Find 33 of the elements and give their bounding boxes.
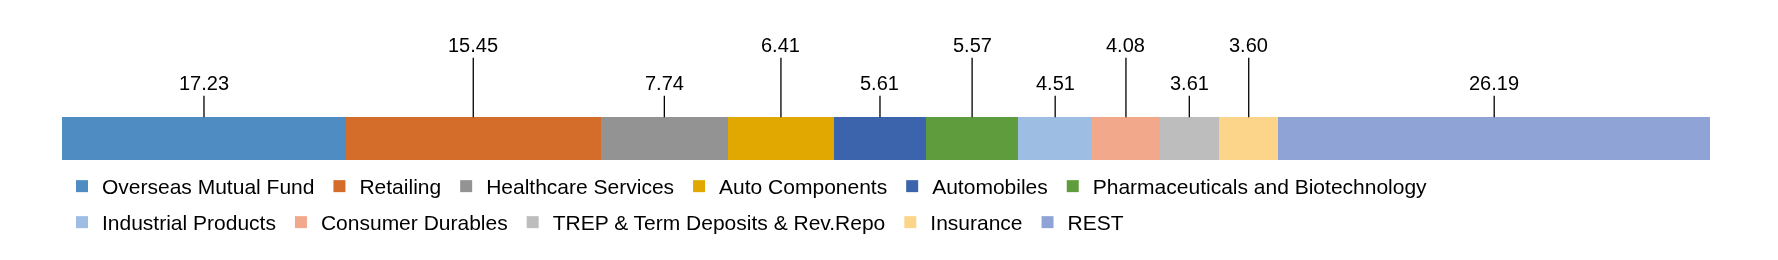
legend-label: Automobiles xyxy=(932,175,1048,199)
data-label: 17.23 xyxy=(179,72,230,94)
data-label: 7.74 xyxy=(645,72,684,94)
legend-label: Auto Components xyxy=(719,175,888,199)
legend-label: Pharmaceuticals and Biotechnology xyxy=(1092,175,1428,199)
bar xyxy=(346,117,601,160)
legend-label: Industrial Products xyxy=(102,211,276,235)
data-label: 26.19 xyxy=(1469,72,1520,94)
data-label: 5.61 xyxy=(860,72,899,94)
data-label: 5.57 xyxy=(953,34,992,56)
legend-label: Healthcare Services xyxy=(486,175,675,199)
bar xyxy=(728,117,834,160)
data-label: 6.41 xyxy=(761,34,800,56)
bar xyxy=(1278,117,1710,160)
legend-label: Insurance xyxy=(930,211,1023,235)
bar xyxy=(601,117,728,160)
legend-label: REST xyxy=(1067,211,1124,235)
data-label: 3.61 xyxy=(1170,72,1209,94)
legend-label: Retailing xyxy=(359,175,442,199)
data-label: 4.08 xyxy=(1106,34,1145,56)
bar xyxy=(926,117,1018,160)
bar xyxy=(1018,117,1092,160)
legend-label: TREP & Term Deposits & Rev.Repo xyxy=(552,211,886,235)
data-label: 3.60 xyxy=(1229,34,1268,56)
bar xyxy=(1219,117,1278,160)
bar xyxy=(1160,117,1219,160)
bar xyxy=(1092,117,1160,160)
bar xyxy=(834,117,926,160)
bar xyxy=(62,117,346,160)
legend-label: Overseas Mutual Fund xyxy=(102,175,315,199)
data-label: 4.51 xyxy=(1036,72,1075,94)
data-label: 15.45 xyxy=(448,34,499,56)
legend-label: Consumer Durables xyxy=(320,211,508,235)
